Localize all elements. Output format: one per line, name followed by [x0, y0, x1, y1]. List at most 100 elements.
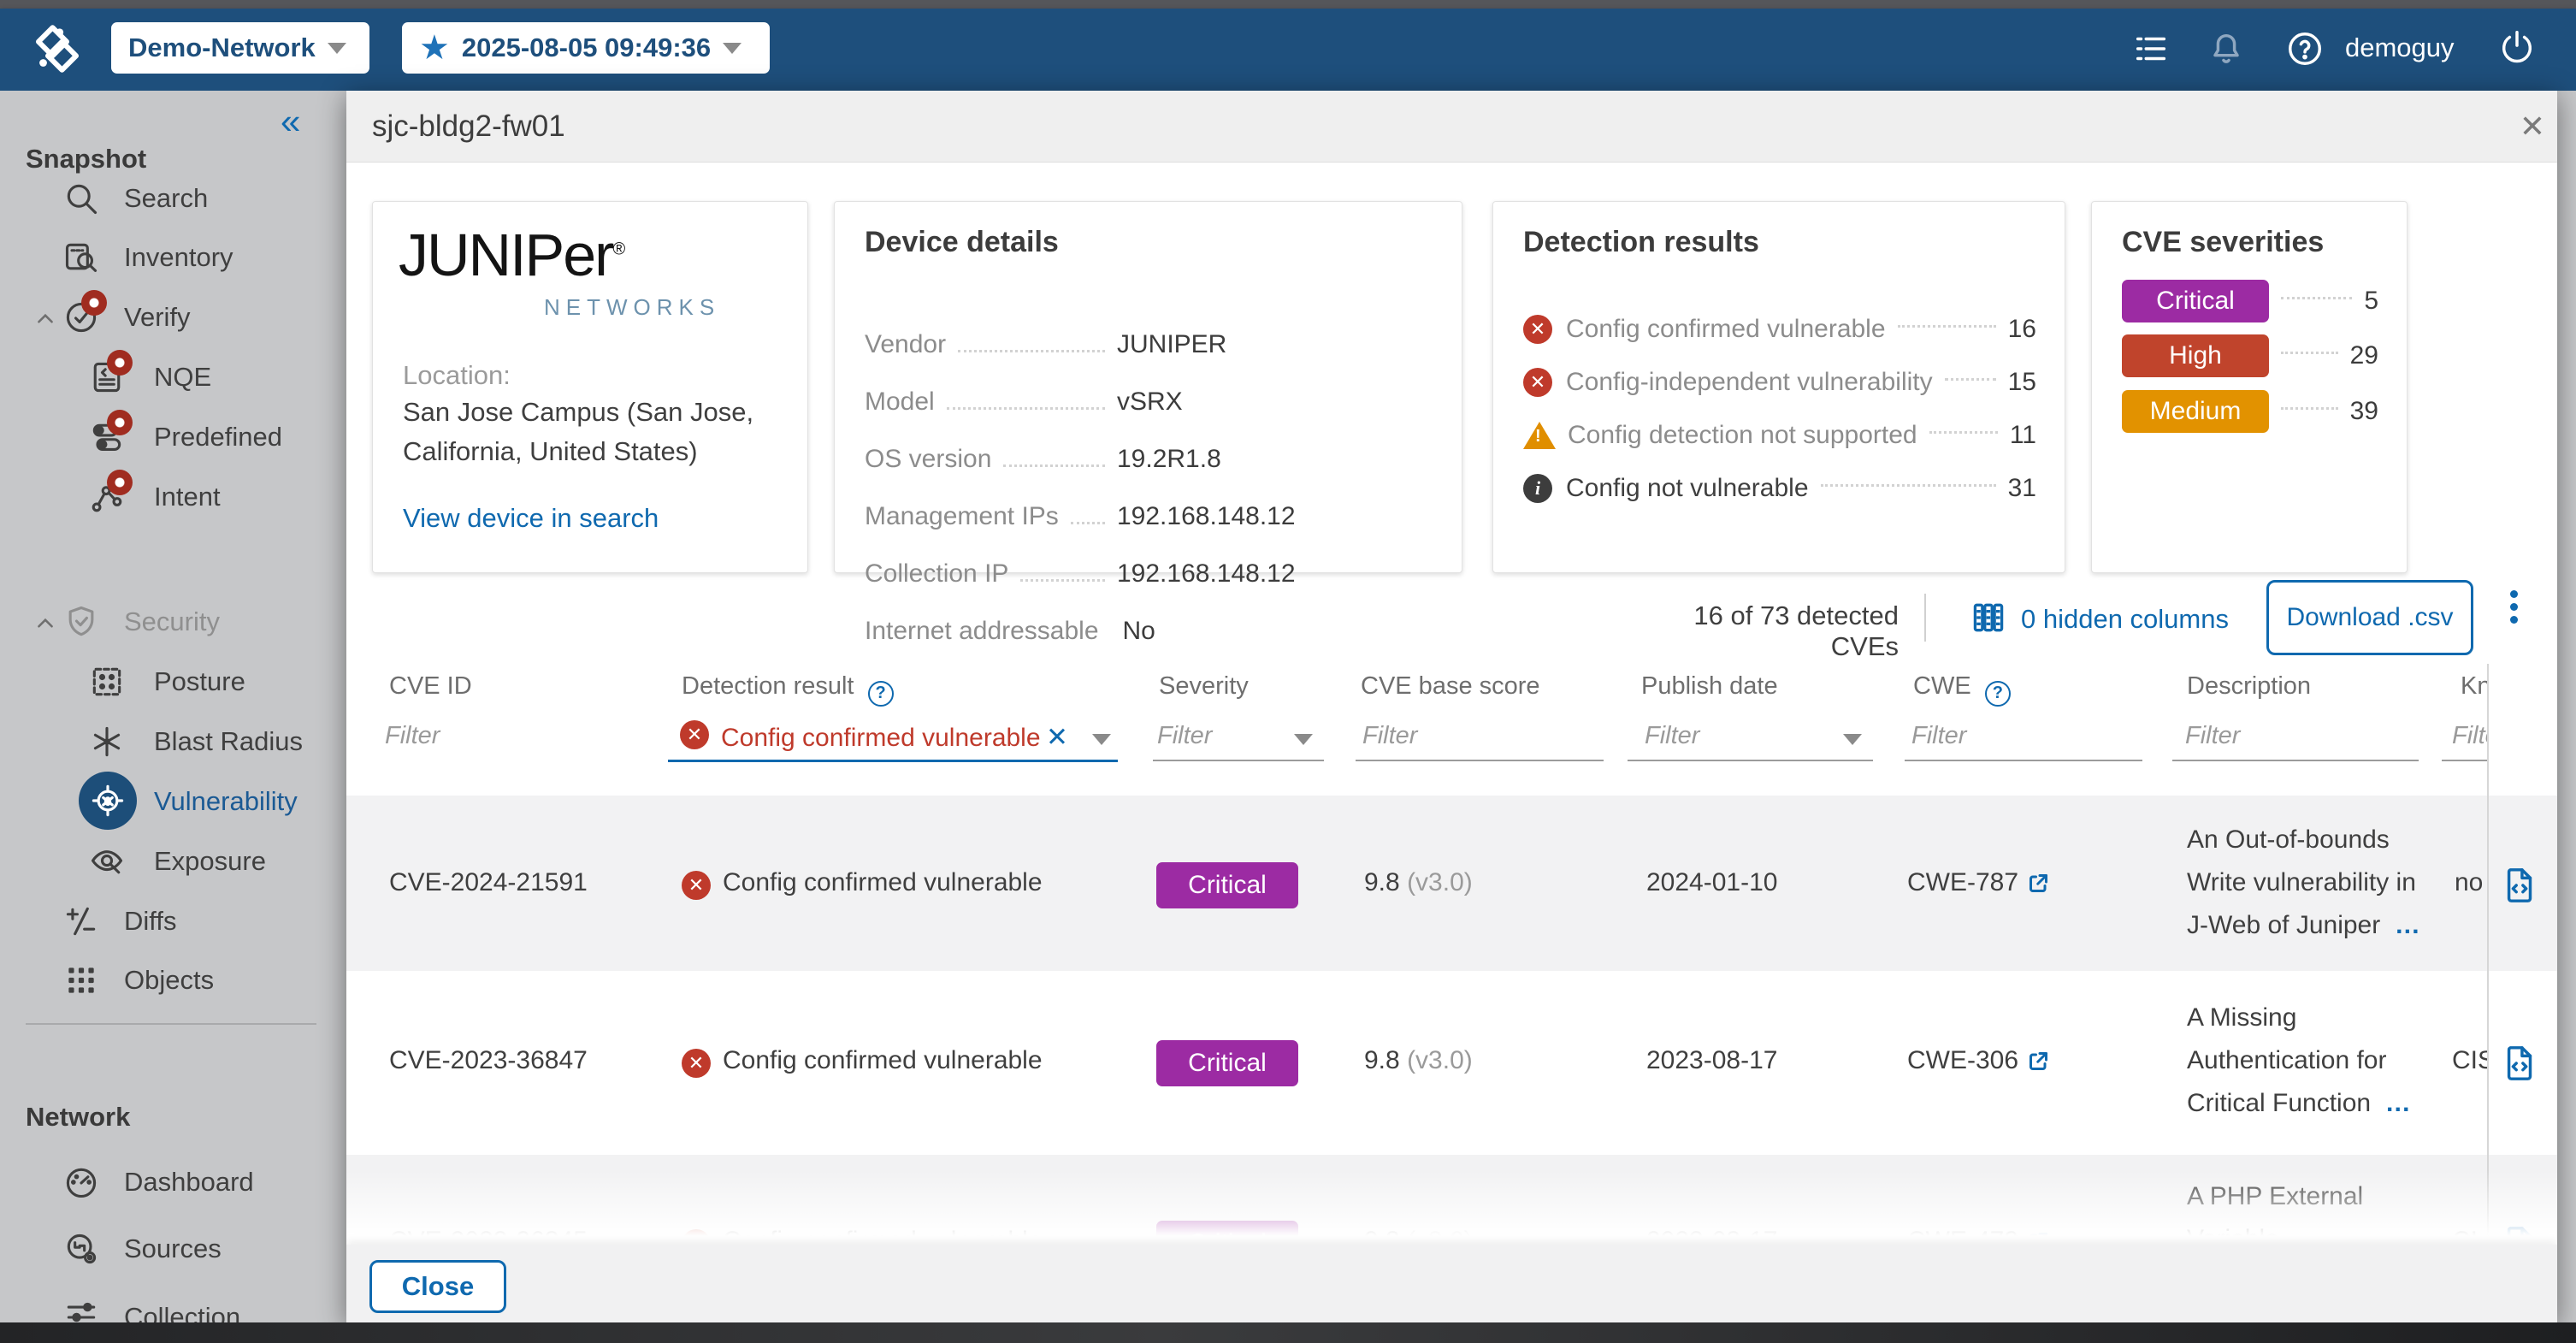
notifications-bell-icon[interactable] [2207, 29, 2246, 68]
column-header-severity[interactable]: Severity [1159, 672, 1249, 700]
known-exploited-cell[interactable]: CIS [2452, 1046, 2487, 1074]
detection-count: 15 [2007, 368, 2036, 396]
config-evidence-file-icon[interactable] [2501, 1044, 2540, 1083]
help-icon[interactable]: ? [867, 680, 894, 707]
chevron-down-icon[interactable] [1843, 734, 1862, 745]
filter-input-description[interactable] [2185, 722, 2420, 750]
sidebar-divider [26, 1023, 316, 1025]
sidebar-item-posture[interactable]: Posture [0, 654, 342, 710]
download-csv-button[interactable]: Download .csv [2266, 580, 2473, 655]
column-header-date[interactable]: Publish date [1641, 672, 1778, 700]
column-header-description[interactable]: Description [2187, 672, 2312, 700]
sidebar-item-security[interactable]: Security [0, 594, 342, 650]
username-label[interactable]: demoguy [2345, 33, 2455, 62]
sidebar-collapse-icon[interactable]: « [281, 101, 301, 141]
logout-power-icon[interactable] [2497, 27, 2537, 67]
filter-input-known-exploited[interactable] [2452, 722, 2488, 750]
vulnerability-bug-icon [79, 772, 137, 830]
diffs-plus-minus-icon [62, 902, 100, 940]
description-line: J-Web of Juniper … [2187, 911, 2420, 939]
detail-value: JUNIPER [1117, 330, 1227, 358]
detail-label: Model [865, 388, 935, 416]
juniper-networks-label: NETWORKS [544, 294, 721, 320]
cve-id-link[interactable]: CVE-2024-21591 [389, 868, 588, 896]
forward-networks-logo-icon[interactable] [29, 21, 86, 77]
filter-input-cve-id[interactable] [385, 722, 633, 750]
hidden-columns-button[interactable]: 0 hidden columns [2021, 604, 2229, 634]
sidebar-item-vulnerability[interactable]: Vulnerability [0, 772, 342, 830]
error-icon: ✕ [1523, 315, 1552, 344]
filter-input-score[interactable] [1362, 722, 1602, 750]
column-header-known-exploited[interactable]: Kn [2461, 672, 2488, 700]
column-header-detection[interactable]: Detection result ? [682, 672, 894, 707]
error-icon: ✕ [680, 720, 709, 749]
detail-label: OS version [865, 445, 992, 473]
snapshot-selector[interactable]: ★ 2025-08-05 09:49:36 [402, 22, 770, 74]
sidebar-item-inventory[interactable]: Inventory [0, 229, 342, 286]
view-device-link[interactable]: View device in search [403, 503, 659, 533]
expand-description-link[interactable]: … [2394, 911, 2420, 939]
sidebar-item-nqe[interactable]: NQE [0, 349, 342, 405]
hidden-columns-icon[interactable] [1970, 599, 2007, 636]
star-icon: ★ [419, 29, 450, 67]
sidebar-item-objects[interactable]: Objects [0, 952, 342, 1009]
chevron-up-icon[interactable] [34, 306, 56, 328]
column-header-cwe[interactable]: CWE ? [1913, 672, 2011, 707]
notification-dot [107, 470, 133, 495]
sources-globe-gear-icon [62, 1230, 100, 1268]
detection-label: Config-independent vulnerability [1566, 368, 1933, 396]
kebab-menu-icon[interactable] [2505, 585, 2522, 629]
detection-count: 11 [2009, 421, 2036, 449]
shield-icon [62, 603, 100, 641]
column-header-cve-id[interactable]: CVE ID [389, 672, 472, 700]
detection-filter-chip[interactable]: Config confirmed vulnerable [721, 724, 1041, 752]
close-icon[interactable]: ✕ [2519, 109, 2546, 144]
severity-badge-critical: Critical [2122, 280, 2269, 322]
table-bottom-fade [346, 1170, 2557, 1247]
task-list-icon[interactable] [2131, 29, 2171, 68]
sidebar-item-dashboard[interactable]: Dashboard [0, 1154, 342, 1210]
sidebar-item-sources[interactable]: Sources [0, 1221, 342, 1277]
cwe-link[interactable]: CWE-787 [1907, 868, 2050, 897]
chevron-up-icon[interactable] [34, 611, 56, 633]
severity-count: 5 [2364, 287, 2378, 315]
sidebar-item-predefined[interactable]: Predefined [0, 409, 342, 465]
notification-dot [107, 410, 133, 435]
sidebar-item-search[interactable]: Search [0, 170, 342, 227]
chevron-down-icon [723, 42, 742, 54]
chevron-down-icon[interactable] [1092, 734, 1111, 745]
cwe-link[interactable]: CWE-306 [1907, 1046, 2050, 1075]
expand-description-link[interactable]: … [2384, 1089, 2411, 1117]
network-selector[interactable]: Demo-Network [111, 22, 369, 74]
sidebar-item-verify[interactable]: Verify [0, 289, 342, 346]
filter-input-severity[interactable] [1157, 722, 1277, 750]
detail-label: Vendor [865, 330, 947, 358]
objects-grid-icon [62, 961, 100, 999]
notification-dot [107, 350, 133, 376]
modal-footer [346, 1245, 2557, 1322]
filter-input-cwe[interactable] [1911, 722, 2138, 750]
clear-filter-icon[interactable]: ✕ [1046, 722, 1068, 752]
severity-badge-high: High [2122, 334, 2269, 377]
sidebar-item-diffs[interactable]: Diffs [0, 893, 342, 950]
top-navigation-bar: Demo-Network ★ 2025-08-05 09:49:36 demog… [0, 9, 2576, 91]
sidebar-item-exposure[interactable]: Exposure [0, 833, 342, 890]
device-detail-modal: sjc-bldg2-fw01 ✕ JUNIPer® NETWORKS Locat… [346, 91, 2557, 1322]
chevron-down-icon[interactable] [1294, 734, 1313, 745]
filter-input-date[interactable] [1645, 722, 1833, 750]
help-icon[interactable] [2285, 29, 2325, 68]
column-header-score[interactable]: CVE base score [1361, 672, 1540, 700]
snapshot-time-label: 2025-08-05 09:49:36 [461, 33, 712, 62]
table-row[interactable] [346, 796, 2557, 971]
severity-count: 29 [2349, 341, 2378, 370]
publish-date-cell: 2024-01-10 [1646, 868, 1778, 896]
close-button[interactable]: Close [369, 1260, 506, 1313]
pinned-column-divider [2487, 664, 2489, 1245]
config-evidence-file-icon[interactable] [2501, 866, 2540, 905]
juniper-logo: JUNIPer® [399, 222, 625, 288]
help-icon[interactable]: ? [1984, 680, 2011, 707]
sidebar-item-blast-radius[interactable]: Blast Radius [0, 713, 342, 770]
cve-severities-title: CVE severities [2122, 226, 2325, 258]
cve-id-link[interactable]: CVE-2023-36847 [389, 1046, 588, 1074]
sidebar-item-intent[interactable]: Intent [0, 469, 342, 525]
